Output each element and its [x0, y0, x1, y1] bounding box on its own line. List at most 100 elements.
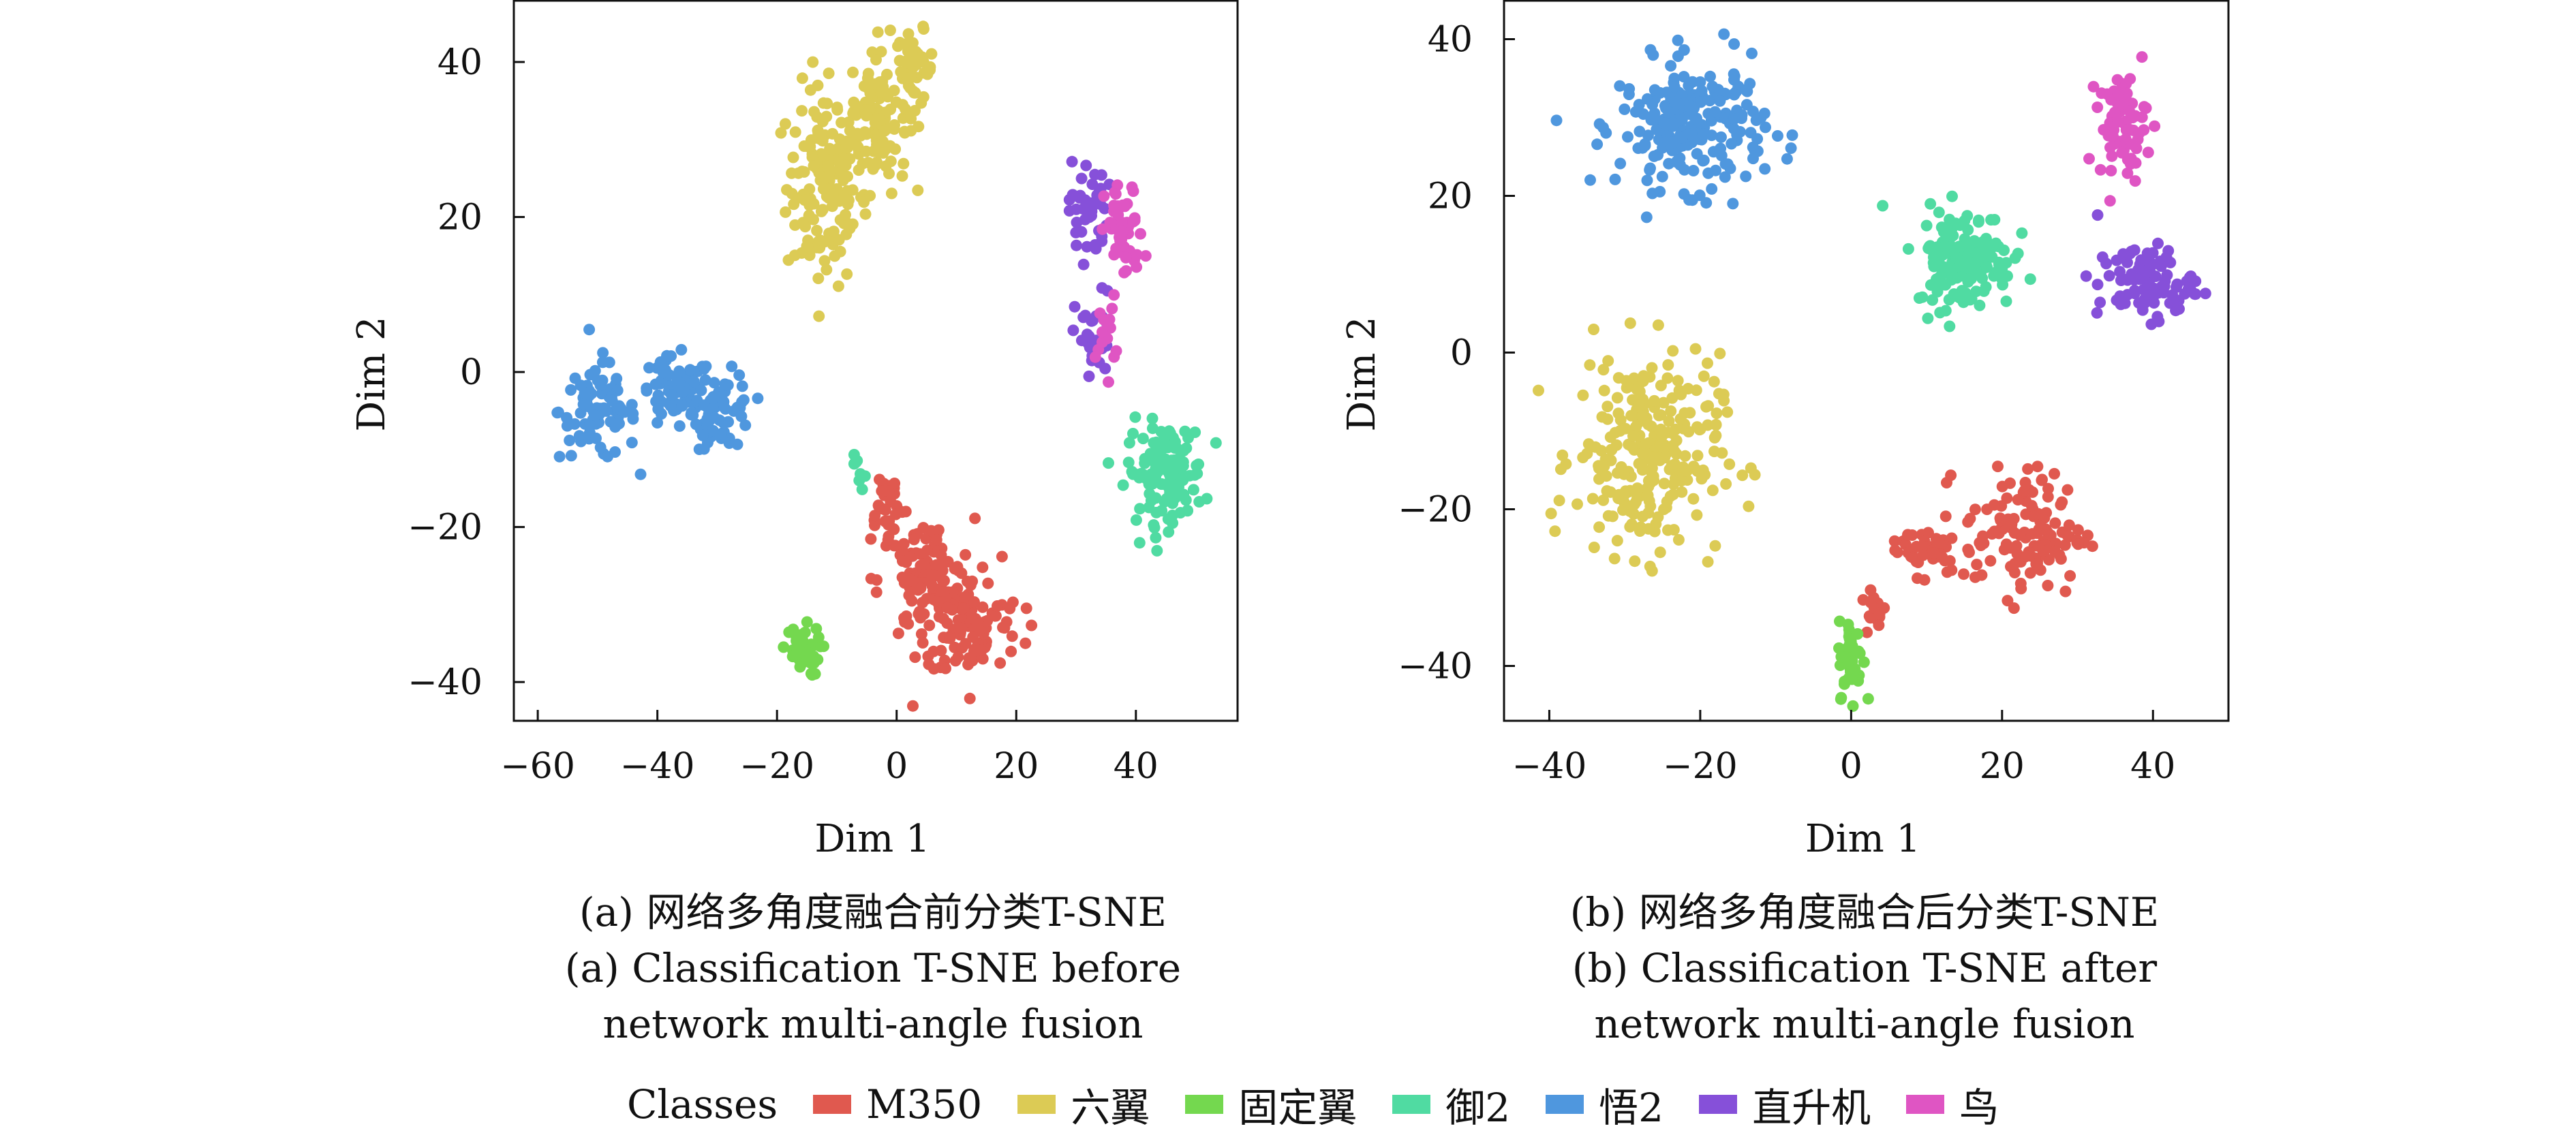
- data-point: [1987, 239, 1999, 251]
- data-point: [806, 151, 818, 164]
- data-point: [1193, 458, 1205, 470]
- data-point: [808, 213, 819, 226]
- data-point: [914, 548, 926, 560]
- data-point: [698, 399, 710, 411]
- data-point: [1939, 279, 1952, 291]
- data-point: [778, 641, 790, 653]
- data-point: [1071, 239, 1082, 251]
- data-point: [1976, 273, 1989, 284]
- data-point: [897, 555, 908, 567]
- data-point: [2121, 87, 2133, 99]
- data-point: [1963, 546, 1975, 559]
- data-point: [2083, 153, 2095, 165]
- data-point: [909, 55, 921, 67]
- data-point: [882, 533, 894, 546]
- data-point: [1611, 535, 1623, 547]
- data-point: [822, 160, 833, 172]
- data-point: [1984, 555, 1997, 567]
- data-point: [1131, 249, 1143, 261]
- data-point: [892, 627, 904, 640]
- data-point: [779, 118, 791, 130]
- data-point: [2042, 491, 2054, 503]
- scatter-points: [1533, 28, 2211, 712]
- data-point: [899, 55, 911, 67]
- data-point: [2025, 499, 2038, 512]
- data-point: [926, 569, 938, 581]
- caption-b: (b) 网络多角度融合后分类T-SNE (b) Classification T…: [1387, 884, 2342, 1052]
- data-point: [843, 194, 855, 206]
- data-point: [583, 324, 596, 336]
- data-point: [2072, 538, 2084, 550]
- data-point: [2094, 296, 2106, 309]
- data-point: [1630, 420, 1642, 433]
- data-point: [1103, 457, 1114, 469]
- data-point: [1644, 477, 1657, 489]
- data-point: [1659, 452, 1671, 464]
- x-tick-label: −40: [1512, 746, 1587, 787]
- data-point: [2104, 195, 2116, 207]
- legend-label: 御2: [1445, 1085, 1511, 1131]
- data-point: [1736, 469, 1749, 482]
- data-point: [1588, 542, 1600, 553]
- data-point: [708, 377, 720, 389]
- data-point: [690, 418, 702, 431]
- data-point: [1640, 438, 1652, 450]
- data-point: [676, 386, 688, 398]
- data-point: [1169, 436, 1181, 448]
- data-point: [1162, 480, 1174, 493]
- data-point: [579, 387, 591, 399]
- data-point: [1676, 114, 1688, 126]
- data-point: [879, 504, 891, 516]
- data-point: [878, 125, 891, 137]
- data-point: [1026, 619, 1038, 632]
- data-point: [666, 389, 677, 401]
- data-point: [1992, 461, 2004, 473]
- data-point: [1687, 165, 1700, 176]
- data-point: [1708, 446, 1720, 458]
- data-point: [736, 380, 748, 392]
- data-point: [1591, 138, 1604, 151]
- data-point: [1683, 80, 1695, 92]
- data-point: [840, 208, 851, 221]
- data-point: [1584, 174, 1596, 186]
- data-point: [927, 645, 940, 657]
- data-point: [1120, 251, 1132, 264]
- data-point: [1623, 83, 1636, 95]
- data-point: [1598, 460, 1610, 472]
- data-point: [1746, 47, 1758, 59]
- data-point: [735, 410, 748, 422]
- data-point: [1973, 214, 1984, 226]
- data-point: [1614, 414, 1627, 426]
- data-point: [1672, 533, 1685, 546]
- data-point: [1718, 28, 1730, 40]
- data-point: [856, 483, 868, 495]
- data-point: [1143, 478, 1155, 491]
- data-point: [2130, 157, 2142, 169]
- data-point: [859, 208, 872, 220]
- data-point: [2171, 278, 2183, 290]
- data-point: [1873, 619, 1885, 632]
- data-point: [1946, 190, 1958, 202]
- data-point: [673, 365, 686, 377]
- data-point: [1629, 106, 1642, 118]
- data-point: [1627, 430, 1639, 442]
- legend-item: 固定翼: [1185, 1076, 1357, 1133]
- data-point: [930, 559, 942, 571]
- data-point: [796, 105, 808, 117]
- data-point: [1910, 540, 1922, 553]
- data-point: [1657, 397, 1670, 409]
- data-point: [888, 84, 900, 97]
- data-point: [884, 25, 896, 36]
- data-point: [1696, 84, 1708, 97]
- legend-swatch: [813, 1095, 852, 1114]
- data-point: [1981, 261, 1993, 273]
- data-point: [1628, 498, 1640, 510]
- data-point: [1933, 537, 1946, 549]
- data-point: [1020, 602, 1032, 615]
- data-point: [1747, 141, 1759, 153]
- data-point: [752, 392, 764, 405]
- data-point: [2136, 51, 2148, 63]
- data-point: [1109, 188, 1122, 200]
- data-point: [1624, 317, 1636, 329]
- data-point: [641, 382, 653, 394]
